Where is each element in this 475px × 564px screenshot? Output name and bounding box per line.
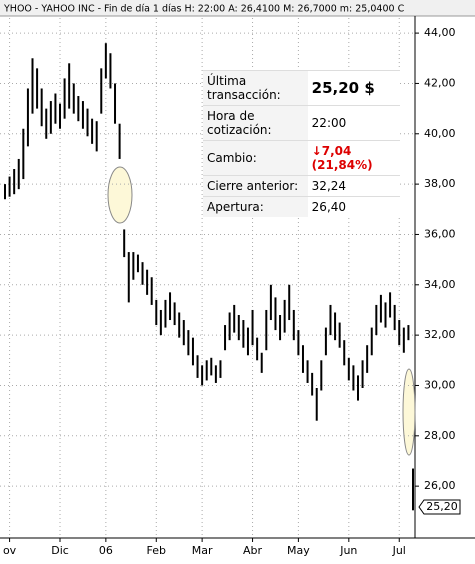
y-tick-label: 34,00 (424, 278, 456, 291)
quote-text: 32,24 (311, 179, 347, 193)
last-price-label: 25,20 (426, 500, 458, 513)
quote-row: Cierre anterior: 32,24 (203, 175, 400, 197)
gap-marker (402, 368, 416, 456)
quote-value: 26,40 (307, 196, 400, 217)
quote-text: Cambio: (207, 151, 257, 165)
quote-value: ↓7,04 (21,84%) (307, 140, 400, 176)
y-tick-label: 28,00 (424, 429, 456, 442)
last-price-box (418, 499, 461, 515)
quote-box: Última transacción: 25,20 $ Hora de cotiza… (203, 70, 400, 217)
down-arrow: ↓ (311, 144, 322, 158)
y-tick-label: 30,00 (424, 378, 456, 391)
y-tick-label: 32,00 (424, 328, 456, 341)
quote-label: Cierre anterior: (203, 175, 308, 197)
quote-row: Apertura: 26,40 (203, 196, 400, 217)
x-tick-label: ov (3, 544, 17, 557)
quote-text: Hora de cotización: (207, 109, 272, 137)
x-tick-label: Jul (392, 544, 406, 557)
quote-text: 22:00 (311, 116, 347, 130)
quote-text: Apertura: (207, 200, 264, 214)
quote-label: Cambio: (203, 140, 308, 176)
quote-text: Cierre anterior: (207, 179, 299, 193)
quote-label: Hora de cotización: (203, 105, 308, 141)
gap-marker (107, 166, 133, 224)
y-tick-label: 26,00 (424, 479, 456, 492)
quote-value: 32,24 (307, 175, 400, 197)
quote-text: 26,40 (311, 200, 347, 214)
quote-value: 25,20 $ (307, 70, 400, 106)
chart-title: YHOO - YAHOO INC - Fin de día 1 días H: … (3, 4, 405, 15)
quote-label: Apertura: (203, 196, 308, 217)
quote-value: 22:00 (307, 105, 400, 141)
quote-text: 7,04 (21,84%) (311, 144, 373, 172)
quote-text: 25,20 $ (311, 79, 375, 97)
quote-row: Hora de cotización: 22:00 (203, 105, 400, 141)
x-tick-label: Dic (51, 544, 69, 557)
x-tick-label: May (287, 544, 310, 557)
y-tick-label: 40,00 (424, 127, 456, 140)
x-tick-label: 06 (99, 544, 113, 557)
x-tick-label: Jun (339, 544, 357, 557)
quote-row: Última transacción: 25,20 $ (203, 70, 400, 106)
header-bar (0, 0, 475, 16)
y-tick-label: 36,00 (424, 227, 456, 240)
quote-text: Última transacción: (207, 74, 281, 102)
x-tick-label: Mar (192, 544, 213, 557)
y-tick-label: 42,00 (424, 76, 456, 89)
y-tick-label: 38,00 (424, 177, 456, 190)
x-tick-label: Abr (243, 544, 263, 557)
quote-label: Última transacción: (203, 70, 308, 106)
x-tick-label: Feb (147, 544, 166, 557)
y-tick-label: 44,00 (424, 26, 456, 39)
quote-row: Cambio: ↓7,04 (21,84%) (203, 140, 400, 176)
